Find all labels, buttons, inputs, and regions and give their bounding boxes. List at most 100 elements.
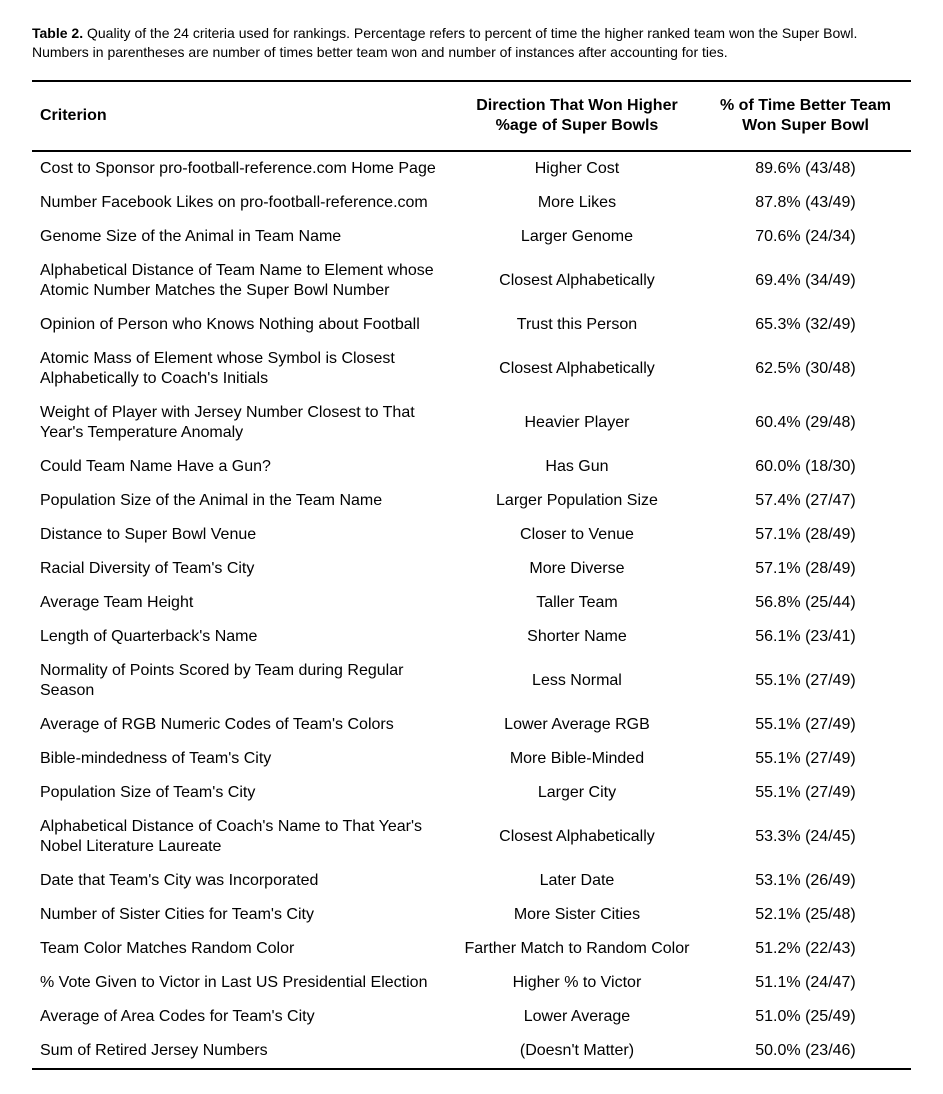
table-row: Length of Quarterback's NameShorter Name… — [32, 620, 911, 654]
table-row: Weight of Player with Jersey Number Clos… — [32, 396, 911, 450]
cell-percent: 53.3% (24/45) — [700, 810, 911, 864]
cell-criterion: Sum of Retired Jersey Numbers — [32, 1034, 454, 1069]
table-row: Genome Size of the Animal in Team NameLa… — [32, 220, 911, 254]
cell-direction: Closest Alphabetically — [454, 810, 700, 864]
cell-percent: 51.2% (22/43) — [700, 932, 911, 966]
cell-percent: 60.0% (18/30) — [700, 450, 911, 484]
cell-direction: Larger Population Size — [454, 484, 700, 518]
cell-direction: Higher % to Victor — [454, 966, 700, 1000]
cell-percent: 57.1% (28/49) — [700, 552, 911, 586]
cell-criterion: Date that Team's City was Incorporated — [32, 864, 454, 898]
table-row: Opinion of Person who Knows Nothing abou… — [32, 308, 911, 342]
cell-criterion: Normality of Points Scored by Team durin… — [32, 654, 454, 708]
cell-percent: 87.8% (43/49) — [700, 186, 911, 220]
cell-criterion: Genome Size of the Animal in Team Name — [32, 220, 454, 254]
cell-direction: More Bible-Minded — [454, 742, 700, 776]
table-row: Atomic Mass of Element whose Symbol is C… — [32, 342, 911, 396]
cell-percent: 69.4% (34/49) — [700, 254, 911, 308]
col-percent: % of Time Better Team Won Super Bowl — [700, 81, 911, 151]
table-row: Average Team HeightTaller Team56.8% (25/… — [32, 586, 911, 620]
table-row: Number of Sister Cities for Team's CityM… — [32, 898, 911, 932]
table-row: Average of RGB Numeric Codes of Team's C… — [32, 708, 911, 742]
cell-percent: 56.8% (25/44) — [700, 586, 911, 620]
table-row: Distance to Super Bowl VenueCloser to Ve… — [32, 518, 911, 552]
cell-criterion: Cost to Sponsor pro-football-reference.c… — [32, 151, 454, 186]
cell-criterion: Team Color Matches Random Color — [32, 932, 454, 966]
table-row: Normality of Points Scored by Team durin… — [32, 654, 911, 708]
cell-criterion: Population Size of the Animal in the Tea… — [32, 484, 454, 518]
cell-direction: Shorter Name — [454, 620, 700, 654]
cell-criterion: % Vote Given to Victor in Last US Presid… — [32, 966, 454, 1000]
table-row: Number Facebook Likes on pro-football-re… — [32, 186, 911, 220]
cell-criterion: Average of Area Codes for Team's City — [32, 1000, 454, 1034]
caption-label: Table 2. — [32, 25, 83, 41]
cell-direction: Farther Match to Random Color — [454, 932, 700, 966]
cell-criterion: Number Facebook Likes on pro-football-re… — [32, 186, 454, 220]
cell-direction: Heavier Player — [454, 396, 700, 450]
cell-percent: 62.5% (30/48) — [700, 342, 911, 396]
cell-direction: Larger City — [454, 776, 700, 810]
cell-direction: Taller Team — [454, 586, 700, 620]
cell-criterion: Average of RGB Numeric Codes of Team's C… — [32, 708, 454, 742]
cell-percent: 60.4% (29/48) — [700, 396, 911, 450]
cell-direction: Higher Cost — [454, 151, 700, 186]
table-row: Sum of Retired Jersey Numbers(Doesn't Ma… — [32, 1034, 911, 1069]
table-row: Alphabetical Distance of Team Name to El… — [32, 254, 911, 308]
cell-percent: 51.0% (25/49) — [700, 1000, 911, 1034]
table-row: Average of Area Codes for Team's CityLow… — [32, 1000, 911, 1034]
table-row: Population Size of Team's CityLarger Cit… — [32, 776, 911, 810]
cell-criterion: Alphabetical Distance of Coach's Name to… — [32, 810, 454, 864]
cell-direction: Trust this Person — [454, 308, 700, 342]
cell-criterion: Bible-mindedness of Team's City — [32, 742, 454, 776]
cell-percent: 55.1% (27/49) — [700, 708, 911, 742]
cell-percent: 57.4% (27/47) — [700, 484, 911, 518]
cell-percent: 51.1% (24/47) — [700, 966, 911, 1000]
cell-percent: 89.6% (43/48) — [700, 151, 911, 186]
cell-criterion: Could Team Name Have a Gun? — [32, 450, 454, 484]
cell-criterion: Distance to Super Bowl Venue — [32, 518, 454, 552]
cell-direction: Closest Alphabetically — [454, 342, 700, 396]
table-row: Racial Diversity of Team's CityMore Dive… — [32, 552, 911, 586]
cell-percent: 70.6% (24/34) — [700, 220, 911, 254]
col-direction: Direction That Won Higher %age of Super … — [454, 81, 700, 151]
table-row: Bible-mindedness of Team's CityMore Bibl… — [32, 742, 911, 776]
table-row: Alphabetical Distance of Coach's Name to… — [32, 810, 911, 864]
cell-criterion: Opinion of Person who Knows Nothing abou… — [32, 308, 454, 342]
cell-criterion: Atomic Mass of Element whose Symbol is C… — [32, 342, 454, 396]
cell-criterion: Average Team Height — [32, 586, 454, 620]
cell-direction: Has Gun — [454, 450, 700, 484]
cell-direction: Less Normal — [454, 654, 700, 708]
cell-criterion: Number of Sister Cities for Team's City — [32, 898, 454, 932]
table-row: % Vote Given to Victor in Last US Presid… — [32, 966, 911, 1000]
cell-direction: (Doesn't Matter) — [454, 1034, 700, 1069]
table-row: Cost to Sponsor pro-football-reference.c… — [32, 151, 911, 186]
table-caption: Table 2. Quality of the 24 criteria used… — [32, 24, 911, 62]
cell-direction: Closest Alphabetically — [454, 254, 700, 308]
cell-criterion: Weight of Player with Jersey Number Clos… — [32, 396, 454, 450]
cell-percent: 55.1% (27/49) — [700, 776, 911, 810]
cell-percent: 52.1% (25/48) — [700, 898, 911, 932]
cell-direction: More Diverse — [454, 552, 700, 586]
cell-percent: 56.1% (23/41) — [700, 620, 911, 654]
cell-percent: 65.3% (32/49) — [700, 308, 911, 342]
cell-percent: 55.1% (27/49) — [700, 742, 911, 776]
table-row: Could Team Name Have a Gun?Has Gun60.0% … — [32, 450, 911, 484]
cell-direction: Lower Average RGB — [454, 708, 700, 742]
table-header-row: Criterion Direction That Won Higher %age… — [32, 81, 911, 151]
cell-direction: Closer to Venue — [454, 518, 700, 552]
cell-percent: 50.0% (23/46) — [700, 1034, 911, 1069]
table-row: Population Size of the Animal in the Tea… — [32, 484, 911, 518]
table-row: Date that Team's City was IncorporatedLa… — [32, 864, 911, 898]
cell-criterion: Length of Quarterback's Name — [32, 620, 454, 654]
cell-direction: Larger Genome — [454, 220, 700, 254]
caption-text: Quality of the 24 criteria used for rank… — [32, 25, 857, 60]
cell-criterion: Population Size of Team's City — [32, 776, 454, 810]
cell-direction: Lower Average — [454, 1000, 700, 1034]
cell-percent: 55.1% (27/49) — [700, 654, 911, 708]
cell-percent: 53.1% (26/49) — [700, 864, 911, 898]
cell-criterion: Alphabetical Distance of Team Name to El… — [32, 254, 454, 308]
cell-criterion: Racial Diversity of Team's City — [32, 552, 454, 586]
cell-percent: 57.1% (28/49) — [700, 518, 911, 552]
table-row: Team Color Matches Random ColorFarther M… — [32, 932, 911, 966]
criteria-table: Criterion Direction That Won Higher %age… — [32, 80, 911, 1070]
